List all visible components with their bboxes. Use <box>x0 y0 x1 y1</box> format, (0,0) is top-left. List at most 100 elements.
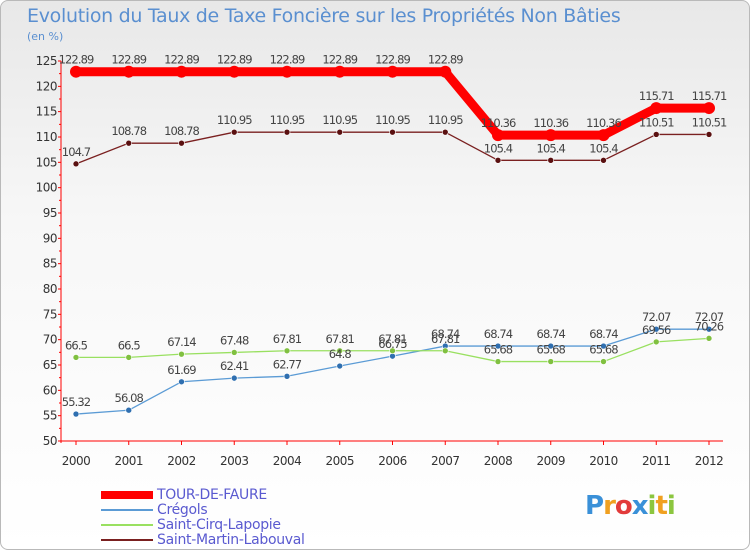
data-label: 69.56 <box>642 323 671 337</box>
data-label: 110.95 <box>375 113 410 127</box>
y-tick-label: 105 <box>36 155 57 169</box>
data-point <box>600 157 607 164</box>
data-label: 122.89 <box>270 53 305 67</box>
y-axis-unit: (en %) <box>27 30 64 43</box>
data-label: 68.74 <box>431 327 460 341</box>
y-tick-label: 80 <box>43 282 57 296</box>
data-point <box>72 354 80 361</box>
data-point <box>547 157 555 164</box>
data-point <box>281 65 293 78</box>
y-tick-label: 75 <box>43 307 57 321</box>
x-tick-label: 2006 <box>378 454 407 468</box>
data-point <box>336 362 344 370</box>
logo-letter: i <box>666 491 676 521</box>
data-label: 115.71 <box>692 89 727 103</box>
y-tick-label: 100 <box>36 181 57 195</box>
data-point <box>230 128 238 136</box>
data-label: 66.75 <box>378 337 407 351</box>
data-label: 67.48 <box>220 333 249 347</box>
y-tick-label: 95 <box>43 206 57 220</box>
x-tick-label: 2007 <box>431 454 460 468</box>
data-point <box>230 349 238 356</box>
legend-swatch <box>101 491 153 499</box>
data-label: 104.7 <box>62 145 91 159</box>
data-label: 110.36 <box>533 116 568 130</box>
data-label: 66.5 <box>65 338 88 352</box>
x-tick-label: 2008 <box>484 454 513 468</box>
data-label: 65.68 <box>589 343 618 357</box>
data-point <box>652 131 660 138</box>
logo-letter: x <box>631 491 649 521</box>
data-label: 110.95 <box>428 113 463 127</box>
data-point <box>336 347 344 355</box>
data-label: 122.89 <box>375 53 410 67</box>
data-point <box>72 160 80 168</box>
data-point <box>122 65 135 78</box>
x-tick-label: 2002 <box>167 454 196 468</box>
data-label: 65.68 <box>537 343 566 357</box>
y-tick-label: 50 <box>43 434 57 448</box>
data-label: 122.89 <box>59 53 94 67</box>
legend-label: Saint-Cirq-Lapopie <box>157 517 281 533</box>
legend-label: Saint-Martin-Labouval <box>157 532 305 548</box>
data-point <box>703 102 715 115</box>
data-label: 110.51 <box>692 115 727 129</box>
data-label: 110.95 <box>217 113 252 127</box>
data-point <box>441 347 449 355</box>
data-point <box>336 128 344 136</box>
data-point <box>283 128 291 136</box>
y-tick-label: 110 <box>36 130 57 144</box>
data-point <box>228 65 241 78</box>
legend-label: Crégols <box>157 502 208 518</box>
data-point <box>386 65 399 78</box>
data-label: 56.08 <box>115 391 144 405</box>
data-label: 105.4 <box>484 141 513 155</box>
data-point <box>705 325 713 333</box>
axes: 50 55 60 65 70 75 80 85 90 95 100 105 110 115 120 125 20… <box>36 54 724 468</box>
legend-label: TOUR-DE-FAURE <box>157 487 267 503</box>
y-tick-label: 115 <box>36 105 57 119</box>
data-point <box>600 358 607 365</box>
data-point <box>178 139 185 147</box>
data-label: 110.51 <box>639 115 674 129</box>
chart-title: Evolution du Taux de Taxe Foncière sur l… <box>27 5 621 27</box>
data-label: 61.69 <box>167 363 196 377</box>
data-point <box>441 128 449 136</box>
data-point <box>178 350 185 358</box>
data-point <box>597 129 610 142</box>
data-label: 67.81 <box>431 332 460 346</box>
data-label: 68.74 <box>484 327 513 341</box>
data-point <box>492 129 504 142</box>
data-labels: 122.89 122.89 122.89 122.89 122.89 122.89 122.… <box>59 53 728 409</box>
y-tick-label: 90 <box>43 231 57 245</box>
data-label: 110.95 <box>270 113 305 127</box>
data-label: 122.89 <box>111 53 146 67</box>
data-point <box>494 342 502 350</box>
x-tick-label: 2003 <box>220 454 249 468</box>
logo-letter: r <box>603 491 616 521</box>
data-label: 108.78 <box>111 124 146 138</box>
legend-swatch <box>101 509 153 511</box>
data-label: 108.78 <box>164 124 199 138</box>
data-point <box>125 354 133 361</box>
data-point <box>650 102 663 115</box>
y-tick-label: 125 <box>36 54 57 68</box>
data-label: 65.68 <box>484 343 513 357</box>
data-point <box>230 374 238 382</box>
data-point <box>70 65 82 78</box>
data-label: 62.41 <box>220 359 249 373</box>
data-point <box>494 157 502 164</box>
data-label: 122.89 <box>164 53 199 67</box>
data-point <box>72 410 80 418</box>
data-point <box>389 347 396 355</box>
data-label: 72.07 <box>695 310 724 324</box>
data-point <box>544 129 557 142</box>
data-point <box>547 358 555 365</box>
data-label: 68.74 <box>589 327 618 341</box>
data-label: 122.89 <box>322 53 357 67</box>
data-label: 67.81 <box>273 332 302 346</box>
data-point <box>547 342 555 350</box>
data-label: 115.71 <box>639 89 674 103</box>
